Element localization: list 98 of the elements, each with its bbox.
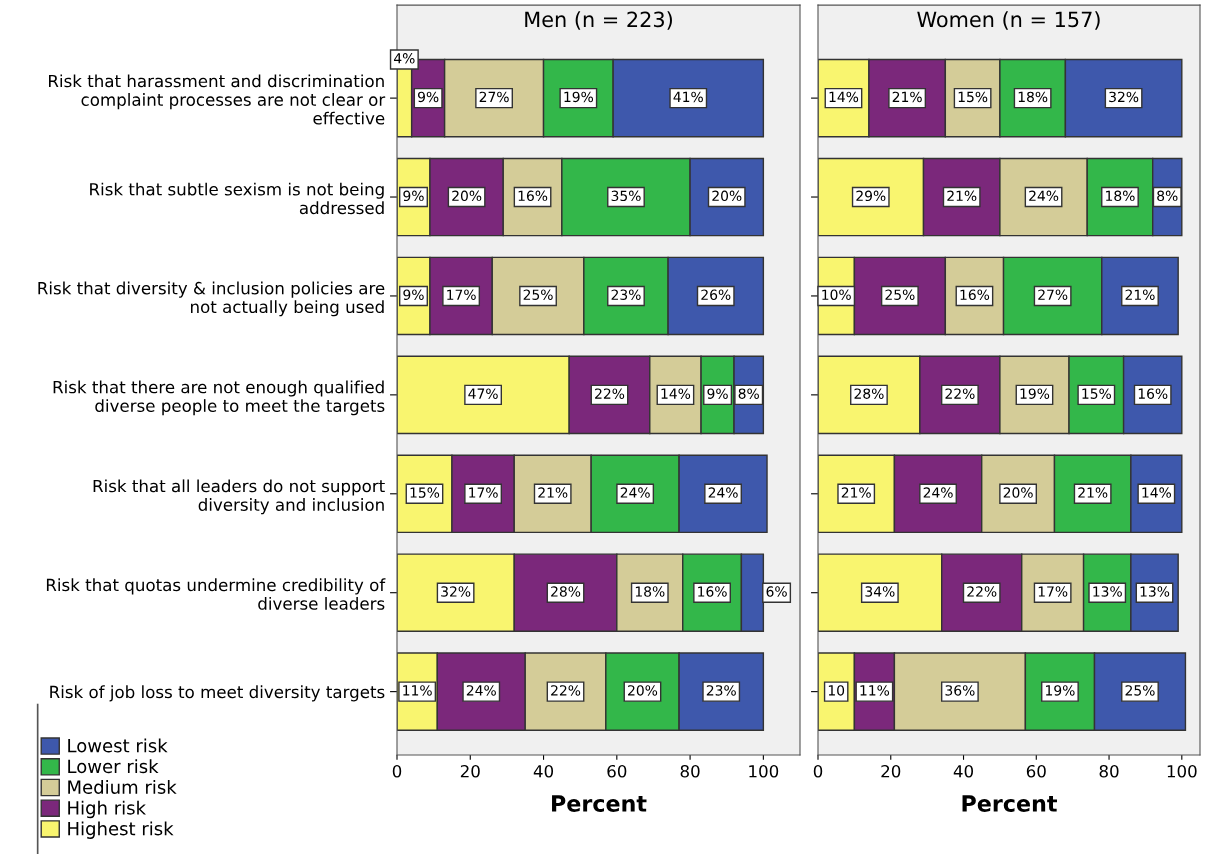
y-tick-label: Risk that there are not enough qualified diverse people to meet the targets [53, 380, 385, 416]
data-label: 21% [1125, 289, 1155, 300]
data-label: 16% [698, 586, 727, 597]
data-label: 18% [1106, 190, 1135, 202]
data-label: 23% [706, 685, 736, 696]
legend-label: Highest risk [68, 821, 174, 839]
data-label: 11% [860, 685, 890, 696]
data-label: 24% [708, 487, 738, 498]
data-label: 32% [1109, 91, 1139, 103]
x-tick-label: 100 [1167, 764, 1197, 778]
data-label: 9% [418, 91, 439, 103]
data-label: 23% [611, 289, 641, 300]
data-label: 29% [856, 190, 886, 202]
data-label: 9% [403, 289, 424, 300]
data-label: 22% [945, 388, 975, 399]
x-tick-label: 40 [953, 764, 974, 778]
x-tick-label: 0 [813, 764, 823, 778]
data-label: 21% [538, 487, 568, 498]
x-tick-label: 0 [392, 764, 402, 778]
data-label: 4% [393, 53, 415, 64]
data-label: 21% [947, 190, 977, 202]
data-label: 22% [551, 685, 581, 696]
data-label: 24% [466, 685, 496, 696]
legend-label: Medium risk [68, 779, 177, 794]
data-label: 18% [635, 586, 665, 597]
data-label: 10% [822, 289, 851, 300]
legend-label: High risk [68, 800, 146, 819]
data-label: 21% [841, 487, 871, 498]
data-label: 36% [945, 685, 975, 696]
x-axis-title: Percent [552, 795, 647, 812]
x-tick-label: 60 [607, 764, 627, 778]
data-label: 11% [403, 685, 432, 696]
data-label: 20% [628, 685, 658, 696]
data-label: 15% [1082, 388, 1111, 399]
data-label: 15% [410, 487, 440, 498]
data-label: 47% [468, 388, 498, 399]
data-label: 28% [551, 586, 581, 597]
data-label: 14% [661, 388, 691, 399]
data-label: 21% [1078, 487, 1108, 498]
x-tick-label: 60 [1026, 764, 1046, 778]
data-label: 21% [892, 91, 922, 103]
y-tick-label: Risk that all leaders do not support diversity and inclusion [93, 479, 385, 515]
y-tick-label: Risk that harassment and discrimination complaint processes are not clear or effective [49, 74, 386, 125]
data-label: 6% [766, 586, 787, 597]
data-label: 14% [1142, 487, 1172, 498]
data-label: 24% [620, 487, 650, 498]
data-label: 19% [1020, 388, 1050, 399]
data-label: 16% [1138, 388, 1168, 399]
data-label: 25% [523, 289, 553, 300]
y-tick-label: Risk that diversity & inclusion policies are not actually being used [38, 281, 385, 317]
data-label: 17% [447, 289, 476, 300]
data-label: 28% [854, 388, 884, 399]
data-label: 17% [469, 487, 498, 498]
x-tick-label: 100 [749, 764, 779, 778]
data-label: 20% [452, 190, 482, 202]
data-label: 27% [479, 91, 509, 103]
y-tick-label: Risk that subtle sexism is not being addressed [90, 182, 384, 215]
x-axis-title: Percent [962, 795, 1057, 812]
legend-label: Lower risk [68, 759, 159, 774]
legend-label: Lowest risk [68, 738, 168, 753]
data-label: 41% [673, 91, 703, 103]
data-label: 20% [1003, 487, 1033, 498]
data-label: 16% [960, 289, 990, 300]
data-label: 25% [885, 289, 915, 300]
data-label: 10 [828, 685, 845, 696]
y-tick-label: Risk of job loss to meet diversity targets [50, 685, 385, 702]
data-label: 9% [707, 388, 728, 399]
chart-title: Women (n = 157) [917, 11, 1100, 30]
data-label: 25% [1125, 685, 1155, 696]
data-label: 24% [1029, 190, 1059, 202]
data-label: 22% [967, 586, 997, 597]
data-label: 19% [1046, 685, 1075, 696]
chart-title: Men (n = 223) [525, 11, 672, 30]
data-label: 14% [829, 91, 859, 103]
data-label: 9% [403, 190, 424, 202]
data-label: 13% [1140, 586, 1170, 597]
y-tick-label: Risk that quotas undermine credibility of diverse leaders [46, 578, 386, 610]
data-label: 24% [923, 487, 953, 498]
data-label: 26% [701, 289, 731, 300]
data-label: 8% [738, 388, 759, 399]
data-label: 34% [865, 586, 895, 597]
data-label: 13% [1093, 586, 1122, 597]
data-label: 15% [958, 91, 988, 103]
data-label: 20% [712, 190, 742, 202]
data-label: 35% [611, 190, 641, 202]
data-label: 18% [1018, 91, 1048, 103]
x-tick-label: 20 [460, 764, 480, 778]
data-label: 27% [1038, 289, 1068, 300]
x-tick-label: 40 [533, 764, 554, 778]
data-label: 22% [595, 388, 625, 399]
data-label: 19% [564, 91, 594, 103]
x-tick-label: 80 [1099, 764, 1119, 778]
data-label: 17% [1038, 586, 1068, 597]
data-label: 8% [1157, 190, 1178, 202]
data-label: 32% [441, 586, 471, 597]
x-tick-label: 80 [680, 764, 700, 778]
x-tick-label: 20 [881, 764, 901, 778]
data-label: 16% [518, 190, 548, 202]
